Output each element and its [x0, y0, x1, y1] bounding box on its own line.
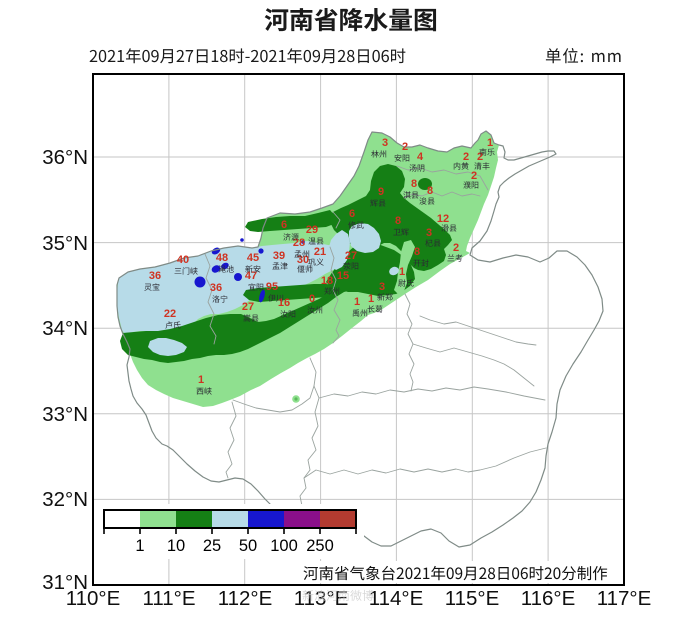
svg-text:18: 18: [321, 275, 333, 287]
svg-text:34°N: 34°N: [42, 317, 88, 340]
svg-text:28: 28: [293, 237, 305, 249]
svg-text:2: 2: [463, 151, 469, 163]
svg-text:22: 22: [164, 308, 176, 320]
svg-text:8: 8: [427, 185, 433, 197]
svg-text:29: 29: [306, 224, 318, 236]
svg-text:48: 48: [216, 252, 228, 264]
svg-text:8: 8: [411, 178, 417, 190]
svg-text:10: 10: [167, 537, 185, 555]
svg-text:36: 36: [210, 282, 222, 294]
svg-text:1: 1: [135, 537, 144, 555]
svg-text:25: 25: [203, 537, 221, 555]
svg-text:27: 27: [345, 250, 357, 262]
svg-text:36: 36: [149, 270, 161, 282]
svg-text:8: 8: [414, 246, 420, 258]
svg-text:1: 1: [368, 293, 374, 305]
svg-text:15: 15: [337, 270, 349, 282]
svg-text:27: 27: [242, 301, 254, 313]
svg-text:3: 3: [382, 137, 388, 149]
svg-text:117°E: 117°E: [597, 587, 652, 610]
svg-text:32°N: 32°N: [42, 488, 88, 511]
svg-text:31°N: 31°N: [42, 571, 88, 594]
svg-text:12: 12: [437, 213, 449, 225]
svg-text:2: 2: [477, 151, 483, 163]
svg-text:3: 3: [379, 281, 385, 293]
svg-text:1: 1: [354, 296, 360, 308]
svg-text:113°E: 113°E: [294, 587, 349, 610]
svg-text:33°N: 33°N: [42, 403, 88, 426]
svg-text:4: 4: [417, 151, 424, 163]
svg-text:116°E: 116°E: [521, 587, 576, 610]
svg-text:8: 8: [395, 215, 401, 227]
svg-text:112°E: 112°E: [218, 587, 273, 610]
svg-text:111°E: 111°E: [142, 587, 195, 610]
svg-text:2: 2: [402, 141, 408, 153]
svg-text:21: 21: [314, 246, 326, 258]
svg-text:6: 6: [281, 219, 287, 231]
svg-text:39: 39: [273, 250, 285, 262]
svg-text:2: 2: [453, 242, 459, 254]
svg-text:3: 3: [426, 227, 432, 239]
svg-text:115°E: 115°E: [445, 587, 500, 610]
svg-text:1: 1: [198, 374, 204, 386]
svg-text:0: 0: [309, 293, 315, 305]
svg-text:100: 100: [270, 537, 298, 555]
svg-text:47: 47: [245, 270, 257, 282]
svg-text:250: 250: [306, 537, 334, 555]
svg-text:1: 1: [399, 266, 405, 278]
svg-text:50: 50: [239, 537, 257, 555]
svg-text:9: 9: [378, 186, 384, 198]
svg-text:16: 16: [278, 297, 290, 309]
svg-text:95: 95: [266, 281, 278, 293]
svg-text:40: 40: [177, 254, 189, 266]
svg-text:114°E: 114°E: [369, 587, 424, 610]
svg-text:6: 6: [349, 208, 355, 220]
svg-text:35°N: 35°N: [42, 232, 88, 255]
svg-text:110°E: 110°E: [66, 587, 121, 610]
svg-text:45: 45: [247, 252, 259, 264]
svg-text:36°N: 36°N: [42, 146, 88, 169]
svg-text:1: 1: [487, 137, 493, 149]
svg-text:2: 2: [471, 170, 477, 182]
